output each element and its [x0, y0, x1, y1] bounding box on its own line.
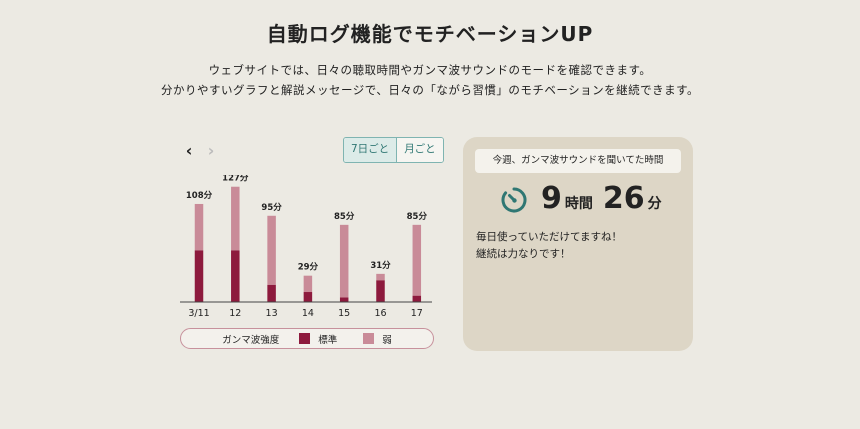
description-line-1: ウェブサイトでは、日々の聴取時間やガンマ波サウンドのモードを確認できます。	[208, 63, 652, 77]
bar-value-label: 108分	[186, 190, 213, 201]
x-tick-label: 15	[338, 308, 350, 319]
bar-value-label: 85分	[407, 211, 428, 222]
bar-segment-weak	[231, 186, 240, 251]
bar-segment-strong	[231, 250, 240, 302]
description-line-2: 分かりやすいグラフと解説メッセージで、日々の「ながら習慣」のモチベーションを継続…	[161, 83, 699, 97]
period-tabs: 7日ごと 月ごと	[343, 137, 444, 163]
message-line-1: 毎日使っていただけてますね！	[476, 231, 622, 243]
listening-time-bar-chart: 108分 3/11 127分 12 95分 13 29分 14 85分 15 31分 16 85分 17	[180, 175, 432, 319]
bar-value-label: 127分	[222, 175, 249, 184]
page-description: ウェブサイトでは、日々の聴取時間やガンマ波サウンドのモードを確認できます。 分か…	[0, 60, 860, 100]
x-tick-label: 16	[374, 308, 386, 319]
bar-segment-strong	[412, 295, 422, 302]
legend-label-weak: 弱	[382, 334, 392, 346]
minutes-value: 26	[602, 181, 645, 216]
bar-segment-strong	[339, 297, 349, 302]
hours-unit: 時間	[564, 196, 593, 212]
encouragement-message: 毎日使っていただけてますね！ 継続は力なりです！	[476, 229, 622, 263]
bar-segment-strong	[376, 280, 385, 302]
bar-value-label: 95分	[261, 202, 282, 213]
x-tick-label: 12	[229, 308, 241, 319]
timer-icon	[501, 187, 527, 213]
weekly-summary-card: 今週、ガンマ波サウンドを聞いてた時間 9 時間 26 分 毎日使っていただけてま…	[463, 137, 693, 351]
minutes-unit: 分	[647, 196, 662, 212]
bar-segment-weak	[194, 203, 204, 251]
x-tick-label: 13	[266, 308, 278, 319]
chevron-left-icon[interactable]: ‹	[185, 141, 193, 160]
bar-segment-weak	[412, 224, 422, 296]
hours-value: 9	[541, 181, 562, 216]
page-title: 自動ログ機能でモチベーションUP	[266, 22, 594, 46]
bar-segment-strong	[267, 284, 276, 302]
bar-segment-weak	[376, 273, 385, 281]
chevron-right-icon[interactable]: ›	[207, 141, 215, 160]
x-tick-label: 17	[411, 308, 423, 319]
legend-title: ガンマ波強度	[222, 334, 280, 346]
x-tick-label: 3/11	[188, 308, 209, 319]
legend-swatch-strong	[299, 333, 311, 344]
bar-segment-strong	[303, 292, 313, 302]
bar-value-label: 85分	[334, 211, 355, 222]
card-header: 今週、ガンマ波サウンドを聞いてた時間	[475, 149, 681, 173]
tab-monthly[interactable]: 月ごと	[397, 138, 443, 162]
bar-value-label: 29分	[298, 262, 319, 273]
total-time: 9 時間 26 分	[541, 181, 662, 216]
tab-7days[interactable]: 7日ごと	[344, 138, 398, 162]
bar-value-label: 31分	[370, 260, 391, 271]
bar-segment-weak	[339, 224, 349, 298]
bar-segment-weak	[267, 215, 276, 285]
x-tick-label: 14	[302, 308, 314, 319]
message-line-2: 継続は力なりです！	[476, 248, 571, 260]
legend-swatch-weak	[363, 333, 375, 344]
bar-segment-weak	[303, 275, 313, 293]
legend-label-strong: 標準	[318, 334, 338, 346]
bar-segment-strong	[194, 250, 204, 302]
chart-legend: ガンマ波強度 標準 弱	[180, 328, 434, 349]
